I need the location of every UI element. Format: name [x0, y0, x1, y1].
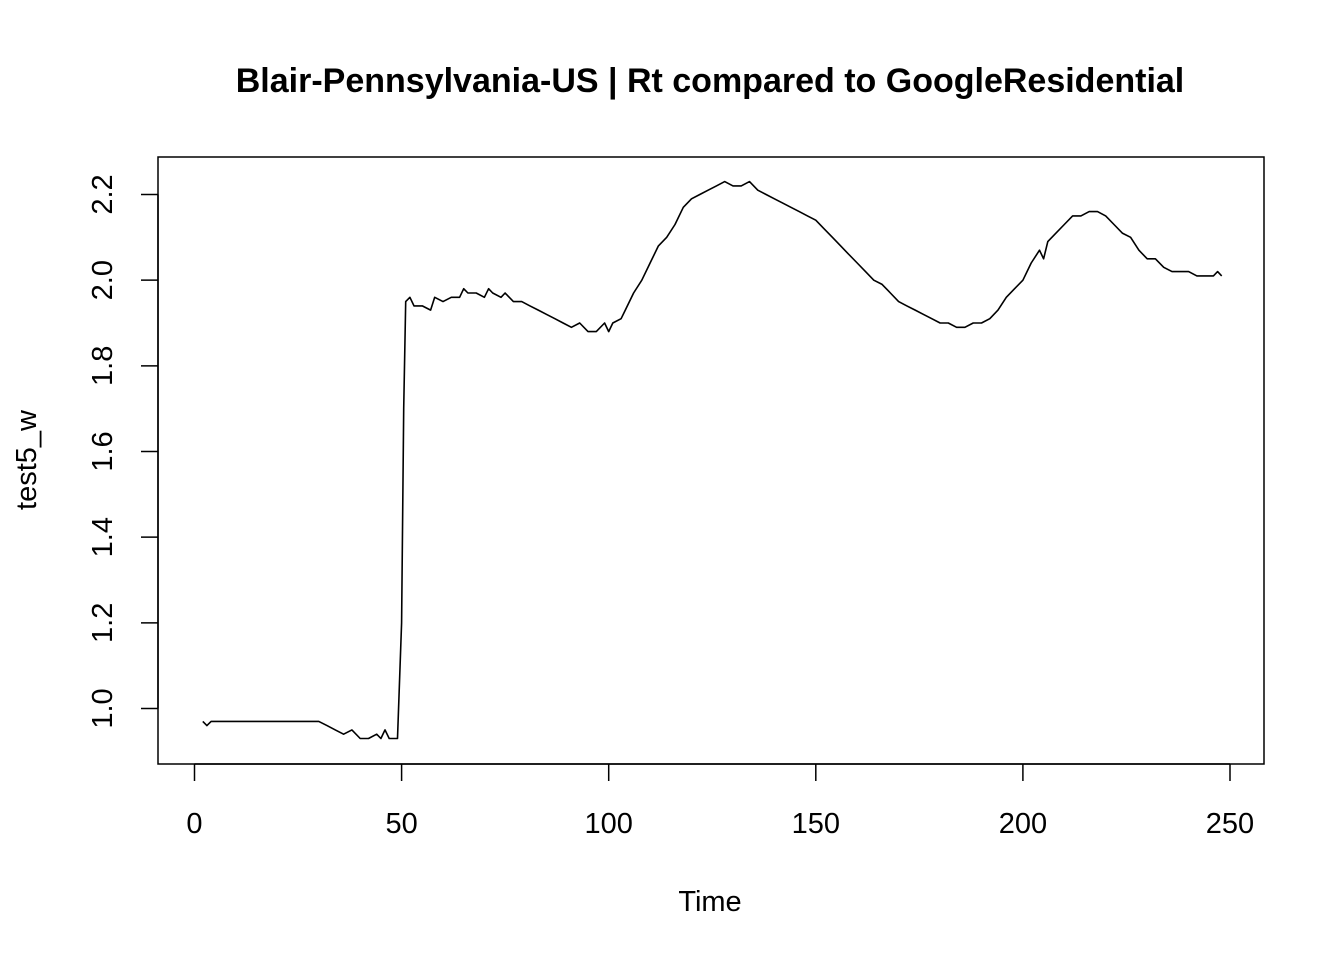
y-tick-label: 1.4 [87, 517, 119, 557]
y-axis-label: test5_w [11, 409, 43, 510]
y-tick-label: 1.8 [87, 346, 119, 386]
series-layer [202, 180, 1223, 740]
x-tick-label: 200 [999, 808, 1047, 840]
chart-title: Blair-Pennsylvania-US | Rt compared to G… [236, 62, 1185, 100]
x-tick-label: 250 [1206, 808, 1254, 840]
x-tick-label: 100 [585, 808, 633, 840]
y-tick-label: 2.0 [87, 260, 119, 300]
series-line [202, 180, 1223, 740]
plot-frame [157, 156, 1265, 765]
x-tick-label: 50 [385, 808, 417, 840]
y-tick-label: 1.0 [87, 688, 119, 728]
y-tick-label: 1.6 [87, 431, 119, 471]
x-tick-label: 0 [186, 808, 202, 840]
y-tick-label: 2.2 [87, 174, 119, 214]
y-axis: 1.0 1.2 1.4 1.6 1.8 2.0 2.2 [87, 174, 159, 729]
y-tick-label: 1.2 [87, 603, 119, 643]
x-tick-label: 150 [792, 808, 840, 840]
x-axis: 0 50 100 150 200 250 [186, 763, 1254, 840]
x-axis-label: Time [678, 886, 741, 918]
